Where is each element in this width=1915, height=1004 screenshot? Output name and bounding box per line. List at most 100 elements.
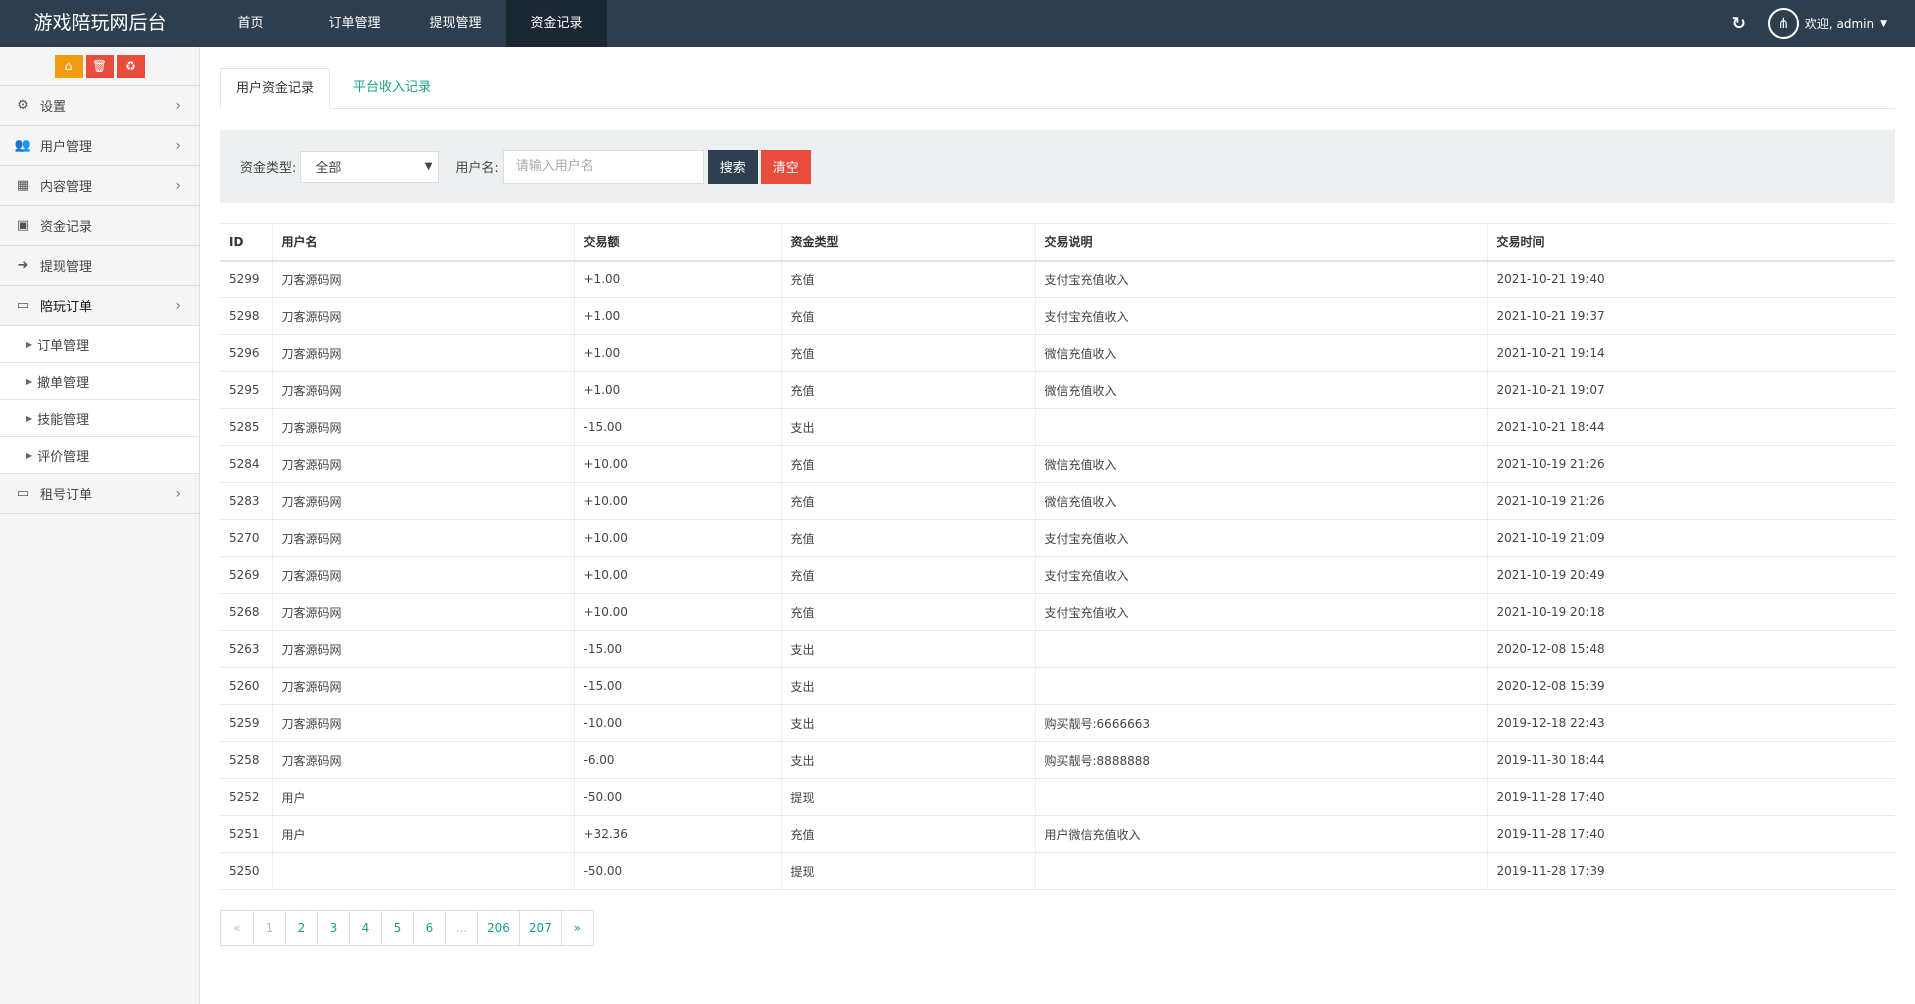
nav-withdrawals[interactable]: 提现管理 [429, 16, 482, 31]
table-cell: +1.00 [573, 260, 781, 298]
page-link[interactable]: 3 [317, 911, 349, 945]
top-navbar: 游戏陪玩网后台 首页 订单管理 提现管理 资金记录 ↻ ⋔ 欢迎, admin … [0, 0, 1915, 47]
dropdown-arrow-icon: ▼ [424, 161, 433, 172]
table-row: 5259 刀客源码网 -10.00 支出 购买靓号:6666663 2019-12-18 … [220, 704, 1895, 742]
page-link[interactable]: 207 [518, 911, 561, 945]
chevron-right-icon: › [175, 137, 181, 154]
page-link[interactable]: 4 [349, 911, 381, 945]
table-row: 5250 -50.00 提现 2019-11-28 17:39 [220, 852, 1895, 890]
table-cell: 支付宝充值收入 [1034, 593, 1487, 631]
table-cell: -10.00 [573, 704, 781, 742]
sidebar-subitem[interactable]: ▶ 订单管理 [0, 326, 199, 363]
username-input[interactable] [502, 149, 704, 184]
sidebar-item-withdrawals[interactable]: ➜ 提现管理 [0, 246, 199, 286]
table-cell [1034, 852, 1487, 890]
table-cell: +1.00 [573, 371, 781, 409]
page-link[interactable]: 206 [477, 911, 519, 945]
table-cell: 2021-10-19 21:09 [1486, 519, 1895, 557]
monitor-icon: ▭ [16, 298, 30, 313]
table-cell: +1.00 [573, 297, 781, 335]
column-header: ID [220, 223, 272, 262]
page-link[interactable]: 1 [253, 911, 285, 945]
page-link[interactable]: 2 [285, 911, 317, 945]
refresh-icon[interactable]: ↻ [1731, 13, 1746, 34]
table-cell: 支付宝充值收入 [1034, 556, 1487, 594]
table-row: 5283 刀客源码网 +10.00 充值 微信充值收入 2021-10-19 21:26 [220, 482, 1895, 520]
sidebar-item-label: 提现管理 [40, 260, 93, 275]
gears-icon: ⚙ [17, 98, 29, 113]
money-icon: ▣ [16, 218, 30, 233]
table-row: 5298 刀客源码网 +1.00 充值 支付宝充值收入 2021-10-21 19:37 [220, 297, 1895, 335]
table-cell: 2021-10-19 21:26 [1486, 482, 1895, 520]
table-cell: 充值 [780, 815, 1035, 853]
sidebar-item-rental-orders[interactable]: ▭ 租号订单 › [0, 474, 199, 514]
page-link[interactable]: 5 [381, 911, 413, 945]
table-cell: 购买靓号:8888888 [1034, 741, 1487, 779]
tab-user-fund-records[interactable]: 用户资金记录 [220, 68, 331, 109]
page-link[interactable]: » [560, 911, 593, 945]
table-cell: -15.00 [573, 408, 781, 446]
sidebar-subitem[interactable]: ▶ 技能管理 [0, 400, 199, 437]
table-row: 5299 刀客源码网 +1.00 充值 支付宝充值收入 2021-10-21 19:40 [220, 260, 1895, 298]
nav-fund-records[interactable]: 资金记录 [506, 0, 607, 47]
column-header: 资金类型 [780, 223, 1035, 262]
table-row: 5251 用户 +32.36 充值 用户微信充值收入 2019-11-28 17:40 [220, 815, 1895, 853]
sidebar-subitem[interactable]: ▶ 撤单管理 [0, 363, 199, 400]
sidebar-item-content[interactable]: ▦ 内容管理 › [0, 166, 199, 206]
table-cell: 刀客源码网 [271, 667, 574, 705]
table-cell: 2019-11-28 17:40 [1486, 815, 1895, 853]
table-cell: 2021-10-21 19:07 [1486, 371, 1895, 409]
table-cell: 5268 [220, 593, 272, 631]
nav-orders[interactable]: 订单管理 [328, 16, 381, 31]
trash-icon[interactable]: 🗑 [85, 54, 114, 78]
table-row: 5269 刀客源码网 +10.00 充值 支付宝充值收入 2021-10-19 20:49 [220, 556, 1895, 594]
sidebar-item-settings[interactable]: ⚙ 设置 › [0, 86, 199, 126]
sidebar-item-fund-records[interactable]: ▣ 资金记录 [0, 206, 199, 246]
sidebar-item-users[interactable]: 👥 用户管理 › [0, 126, 199, 166]
page-link[interactable]: 6 [413, 911, 445, 945]
table-cell: 充值 [780, 371, 1035, 409]
table-cell: 5285 [220, 408, 272, 446]
sidebar-subitem[interactable]: ▶ 评价管理 [0, 437, 199, 474]
table-cell: 2020-12-08 15:48 [1486, 630, 1895, 668]
clear-button[interactable]: 清空 [760, 149, 811, 184]
table-cell: 购买靓号:6666663 [1034, 704, 1487, 742]
table-cell: 支出 [780, 630, 1035, 668]
table-cell: 刀客源码网 [271, 445, 574, 483]
table-cell: 微信充值收入 [1034, 371, 1487, 409]
table-row: 5296 刀客源码网 +1.00 充值 微信充值收入 2021-10-21 19:14 [220, 334, 1895, 372]
caret-right-icon: ▶ [26, 376, 33, 386]
table-cell: 刀客源码网 [271, 593, 574, 631]
table-cell: 充值 [780, 445, 1035, 483]
table-cell: 用户微信充值收入 [1034, 815, 1487, 853]
table-cell: 支出 [780, 704, 1035, 742]
table-cell: 刀客源码网 [271, 556, 574, 594]
page-link[interactable]: « [233, 921, 241, 935]
table-cell: 5260 [220, 667, 272, 705]
table-cell: 充值 [780, 260, 1035, 298]
table-row: 5268 刀客源码网 +10.00 充值 支付宝充值收入 2021-10-19 20:18 [220, 593, 1895, 631]
tab-platform-income[interactable]: 平台收入记录 [353, 80, 432, 95]
fund-type-select[interactable]: 全部 ▼ [300, 150, 440, 183]
table-row: 5263 刀客源码网 -15.00 支出 2020-12-08 15:48 [220, 630, 1895, 668]
pagination: « 1 2 3 4 5 6... 206 207» [220, 910, 594, 946]
table-cell: 2021-10-21 19:40 [1486, 260, 1895, 298]
nav-home[interactable]: 首页 [237, 16, 264, 31]
table-cell: 支出 [780, 741, 1035, 779]
table-cell: 支付宝充值收入 [1034, 297, 1487, 335]
table-cell [1034, 667, 1487, 705]
sidebar-item-label: 用户管理 [40, 140, 93, 155]
home-icon[interactable]: ⌂ [54, 54, 83, 78]
column-header: 交易时间 [1486, 223, 1895, 262]
table-cell: -15.00 [573, 630, 781, 668]
search-button[interactable]: 搜索 [707, 149, 758, 184]
sidebar-item-companion-orders[interactable]: ▭ 陪玩订单 › [0, 286, 199, 326]
share-avatar-icon: ⋔ [1767, 8, 1799, 39]
table-cell: 支付宝充值收入 [1034, 260, 1487, 298]
sidebar-subitem-label: 撤单管理 [37, 375, 90, 391]
recycle-icon[interactable]: ♻ [116, 54, 145, 78]
sidebar-item-label: 陪玩订单 [40, 300, 93, 315]
user-menu[interactable]: ⋔ 欢迎, admin ▼ [1767, 8, 1887, 39]
table-cell: -50.00 [573, 852, 781, 890]
table-cell: 支出 [780, 408, 1035, 446]
